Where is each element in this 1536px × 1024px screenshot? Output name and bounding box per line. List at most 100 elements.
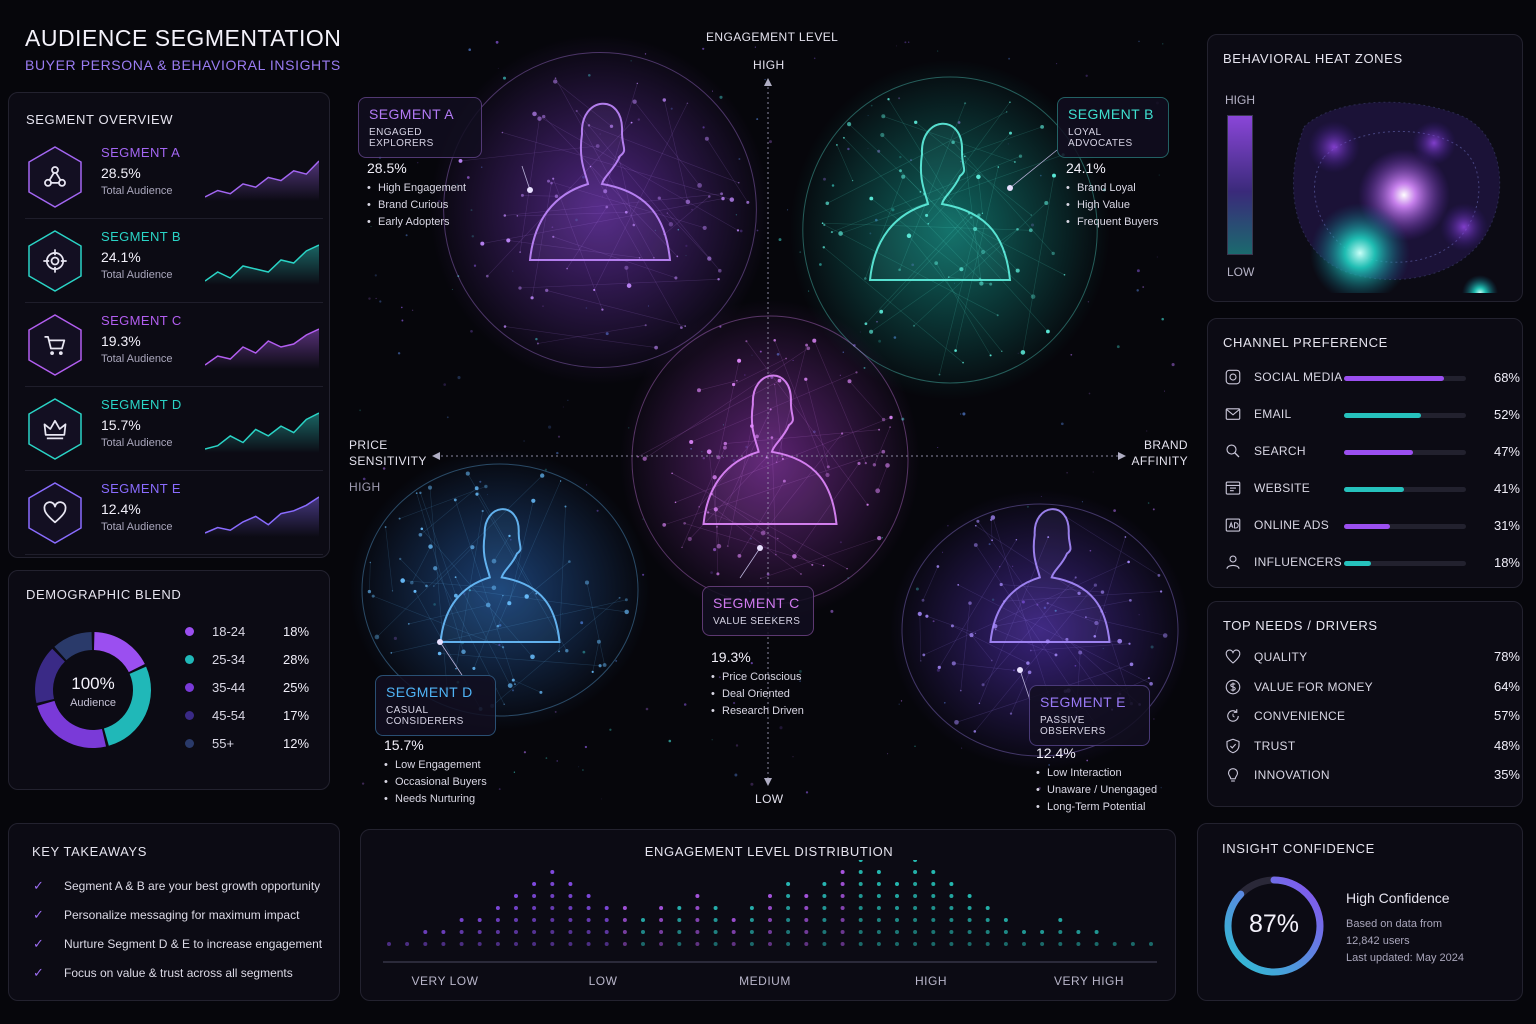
segment-callout-c[interactable]: SEGMENT C VALUE SEEKERS xyxy=(702,586,814,636)
segment-trait: Unaware / Unengaged xyxy=(1036,784,1157,796)
distribution-dot xyxy=(423,942,428,946)
cluster-node xyxy=(653,256,655,259)
background-particle xyxy=(446,416,449,419)
cluster-node xyxy=(811,563,814,566)
cluster-link xyxy=(429,487,448,689)
distribution-axis-label: MEDIUM xyxy=(739,974,791,988)
background-particle xyxy=(668,739,672,743)
distribution-dot xyxy=(840,870,845,874)
callout-segment-persona: VALUE SEEKERS xyxy=(713,616,801,627)
channel-value: 18% xyxy=(1493,555,1520,570)
distribution-dot xyxy=(713,906,718,910)
cluster-link xyxy=(1010,672,1030,714)
distribution-dot xyxy=(641,918,645,922)
persona-silhouette-icon xyxy=(702,374,838,525)
segment-overview-item[interactable]: SEGMENT D 15.7% Total Audience xyxy=(25,387,323,471)
cluster-node xyxy=(708,195,711,198)
cluster-node xyxy=(1147,677,1150,680)
heat-scale-high-label: HIGH xyxy=(1225,93,1255,107)
cluster-node xyxy=(962,361,964,364)
engagement-distribution-title: ENGAGEMENT LEVEL DISTRIBUTION xyxy=(644,844,894,859)
cluster-node xyxy=(999,582,1003,587)
cluster-link xyxy=(504,193,722,216)
cluster-node xyxy=(836,144,838,146)
distribution-dot xyxy=(913,860,918,862)
cluster-link xyxy=(874,426,891,465)
takeaway-text: Focus on value & trust across all segmen… xyxy=(64,966,293,980)
cluster-node xyxy=(877,535,882,541)
cluster-node xyxy=(602,663,607,667)
cluster-node xyxy=(407,622,410,625)
segment-overview-item[interactable]: SEGMENT C 19.3% Total Audience xyxy=(25,303,323,387)
cluster-link xyxy=(939,215,980,375)
cluster-link xyxy=(1085,616,1166,636)
need-value: 78% xyxy=(1493,649,1520,664)
cluster-node xyxy=(770,436,774,439)
cluster-node xyxy=(869,196,874,201)
cluster-node xyxy=(470,545,475,550)
background-particle xyxy=(470,329,473,333)
cluster-node xyxy=(506,238,511,243)
distribution-dot xyxy=(931,918,936,922)
cluster-link xyxy=(865,176,904,279)
cluster-node xyxy=(937,665,941,670)
segment-overview-name: SEGMENT B xyxy=(101,229,181,244)
cluster-link xyxy=(684,523,824,566)
cluster-node xyxy=(969,633,974,638)
demographic-legend-item: 18-24 18% xyxy=(185,622,315,644)
distribution-dot xyxy=(895,894,899,898)
confidence-value: 87% xyxy=(1248,910,1300,938)
segment-callout-d[interactable]: SEGMENT D CASUAL CONSIDERERS xyxy=(375,675,496,736)
background-particle xyxy=(584,745,588,749)
cluster-node xyxy=(707,256,712,261)
cluster-link xyxy=(974,584,1096,732)
cluster-node xyxy=(1100,590,1105,594)
segment-overview-item[interactable]: SEGMENT E 12.4% Total Audience xyxy=(25,471,323,555)
segment-overview-item[interactable]: SEGMENT A 28.5% Total Audience xyxy=(25,135,323,219)
cluster-node xyxy=(713,507,718,512)
cluster-node xyxy=(540,473,545,478)
cluster-link xyxy=(848,123,1034,297)
background-particle xyxy=(443,383,447,386)
segment-trait: Deal Oriented xyxy=(711,688,804,700)
cluster-link xyxy=(537,324,646,344)
segment-callout-b[interactable]: SEGMENT B LOYAL ADVOCATES xyxy=(1057,97,1169,158)
cluster-node xyxy=(1117,638,1123,644)
cluster-node xyxy=(717,278,720,281)
segment-callout-e[interactable]: SEGMENT E PASSIVE OBSERVERS xyxy=(1029,685,1150,746)
background-particle xyxy=(609,728,612,731)
cluster-node xyxy=(618,596,621,599)
cluster-node xyxy=(838,231,843,236)
distribution-axis-label: LOW xyxy=(588,974,618,988)
distribution-dot xyxy=(713,942,718,946)
dollar-icon xyxy=(1225,679,1241,694)
donut-slice xyxy=(103,666,151,746)
background-particle xyxy=(792,756,794,758)
background-particle xyxy=(1008,57,1011,60)
cluster-node xyxy=(552,235,555,238)
distribution-dot xyxy=(985,906,990,910)
insight-confidence-panel: INSIGHT CONFIDENCE 87% High Confidence B… xyxy=(1197,823,1523,1001)
cluster-node xyxy=(706,449,712,455)
network-icon xyxy=(44,166,66,187)
cluster-node xyxy=(626,283,632,288)
cluster-link xyxy=(971,634,993,661)
cluster-link xyxy=(588,125,739,184)
legend-label: 45-54 xyxy=(212,708,246,723)
segment-overview-item[interactable]: SEGMENT B 24.1% Total Audience xyxy=(25,219,323,303)
channel-label: INFLUENCERS xyxy=(1254,555,1342,569)
cluster-node xyxy=(812,338,817,343)
cluster-node xyxy=(775,461,778,464)
cluster-node xyxy=(624,598,628,602)
cluster-node xyxy=(541,114,546,119)
distribution-dot xyxy=(641,930,645,934)
background-particle xyxy=(557,435,561,438)
segment-overview-name: SEGMENT A xyxy=(101,145,181,160)
cluster-node xyxy=(1149,681,1153,686)
background-particle xyxy=(1146,430,1148,432)
cluster-node xyxy=(957,584,960,586)
segment-callout-a[interactable]: SEGMENT A ENGAGED EXPLORERS xyxy=(358,97,482,158)
x-axis-right-label-2: AFFINITY xyxy=(1131,454,1188,468)
cluster-node xyxy=(384,526,387,528)
cluster-node xyxy=(524,594,529,599)
